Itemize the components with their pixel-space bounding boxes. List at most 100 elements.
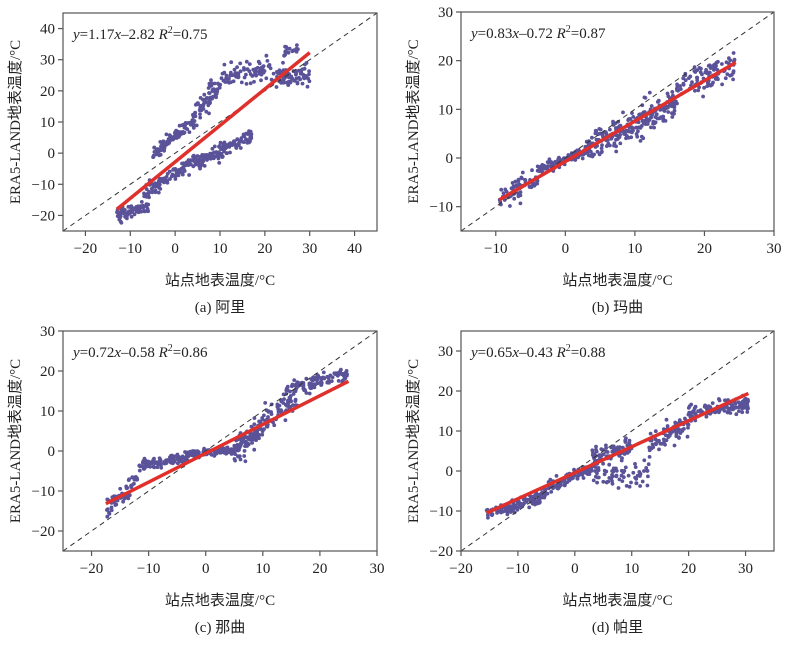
data-point bbox=[523, 497, 528, 501]
data-point bbox=[518, 190, 523, 195]
data-point bbox=[638, 139, 643, 143]
data-point bbox=[281, 60, 285, 65]
data-point bbox=[283, 52, 287, 57]
data-point bbox=[601, 452, 606, 456]
data-point bbox=[729, 406, 734, 410]
data-point bbox=[678, 431, 683, 435]
data-point bbox=[695, 78, 700, 83]
data-point bbox=[588, 149, 593, 154]
data-point bbox=[313, 377, 318, 381]
data-point bbox=[224, 76, 229, 80]
data-point bbox=[535, 181, 540, 186]
data-point bbox=[553, 161, 558, 166]
data-point bbox=[191, 120, 196, 124]
data-point bbox=[670, 104, 675, 109]
data-point bbox=[639, 134, 644, 139]
y-tick-label: 10 bbox=[40, 115, 55, 131]
data-point bbox=[674, 434, 679, 439]
data-point bbox=[516, 193, 521, 198]
data-point bbox=[732, 57, 737, 62]
data-point bbox=[232, 67, 237, 72]
data-point bbox=[595, 466, 600, 471]
data-point bbox=[614, 473, 619, 478]
data-point bbox=[495, 511, 499, 515]
data-point bbox=[207, 91, 212, 95]
x-tick-label: 10 bbox=[213, 241, 228, 257]
data-point bbox=[692, 408, 696, 413]
data-point bbox=[119, 207, 124, 212]
data-point bbox=[736, 405, 741, 410]
regression-line bbox=[115, 51, 311, 211]
data-point bbox=[506, 510, 511, 514]
data-point bbox=[173, 174, 177, 178]
data-point bbox=[227, 448, 232, 453]
data-point bbox=[619, 468, 624, 473]
data-point bbox=[239, 80, 244, 85]
data-point bbox=[547, 157, 552, 162]
data-point bbox=[665, 424, 670, 428]
x-tick-label: 20 bbox=[681, 561, 696, 577]
data-point bbox=[200, 162, 204, 166]
data-point bbox=[326, 376, 331, 380]
data-point bbox=[198, 115, 203, 120]
data-point bbox=[542, 495, 547, 500]
data-point bbox=[581, 476, 586, 480]
data-point bbox=[645, 122, 650, 126]
data-point bbox=[180, 171, 185, 175]
data-point bbox=[649, 104, 654, 108]
data-point bbox=[119, 220, 124, 225]
data-point bbox=[651, 445, 656, 450]
data-point bbox=[167, 138, 172, 143]
data-point bbox=[235, 443, 240, 448]
data-point bbox=[538, 167, 543, 172]
data-point bbox=[342, 377, 347, 381]
data-point bbox=[642, 458, 647, 463]
data-point bbox=[149, 186, 154, 191]
scatter-points bbox=[115, 43, 312, 225]
data-point bbox=[227, 80, 232, 85]
data-point bbox=[248, 129, 253, 134]
data-point bbox=[549, 490, 554, 494]
data-point bbox=[686, 422, 691, 427]
data-point bbox=[499, 508, 504, 512]
data-point bbox=[734, 412, 739, 417]
data-point bbox=[207, 154, 212, 159]
data-point bbox=[228, 70, 233, 75]
data-point bbox=[139, 209, 143, 214]
data-point bbox=[627, 484, 632, 489]
data-point bbox=[634, 477, 639, 481]
data-point bbox=[168, 460, 173, 464]
x-tick-label: 20 bbox=[697, 241, 712, 257]
data-point bbox=[253, 437, 258, 442]
data-point bbox=[316, 374, 321, 378]
panel-a: −20 −10 0 10 20 30 40 −20 −10 0 10 20 30 40 y=1.17x–2.… bbox=[7, 12, 378, 316]
data-point bbox=[128, 210, 133, 215]
y-tick-label: −20 bbox=[430, 544, 453, 560]
data-point bbox=[704, 414, 709, 419]
data-point bbox=[595, 471, 599, 476]
data-point bbox=[690, 80, 694, 85]
data-point bbox=[231, 79, 236, 84]
data-point bbox=[219, 450, 223, 455]
data-point bbox=[158, 140, 163, 144]
data-point bbox=[209, 83, 214, 88]
data-point bbox=[294, 69, 299, 74]
data-point bbox=[296, 47, 300, 52]
data-point bbox=[156, 462, 160, 466]
data-point bbox=[195, 449, 200, 453]
data-point bbox=[731, 70, 736, 75]
data-point bbox=[233, 452, 238, 456]
regression-line bbox=[498, 61, 737, 202]
data-point bbox=[279, 399, 284, 404]
data-point bbox=[622, 452, 627, 456]
data-point bbox=[623, 438, 628, 443]
data-point bbox=[621, 110, 625, 115]
data-point bbox=[133, 207, 138, 212]
data-point bbox=[263, 401, 268, 405]
data-point bbox=[209, 78, 213, 82]
x-axis-title: 站点地表温度/°C bbox=[165, 272, 275, 289]
data-point bbox=[219, 76, 224, 81]
data-point bbox=[663, 433, 668, 438]
data-point bbox=[219, 152, 224, 156]
data-point bbox=[139, 200, 144, 204]
